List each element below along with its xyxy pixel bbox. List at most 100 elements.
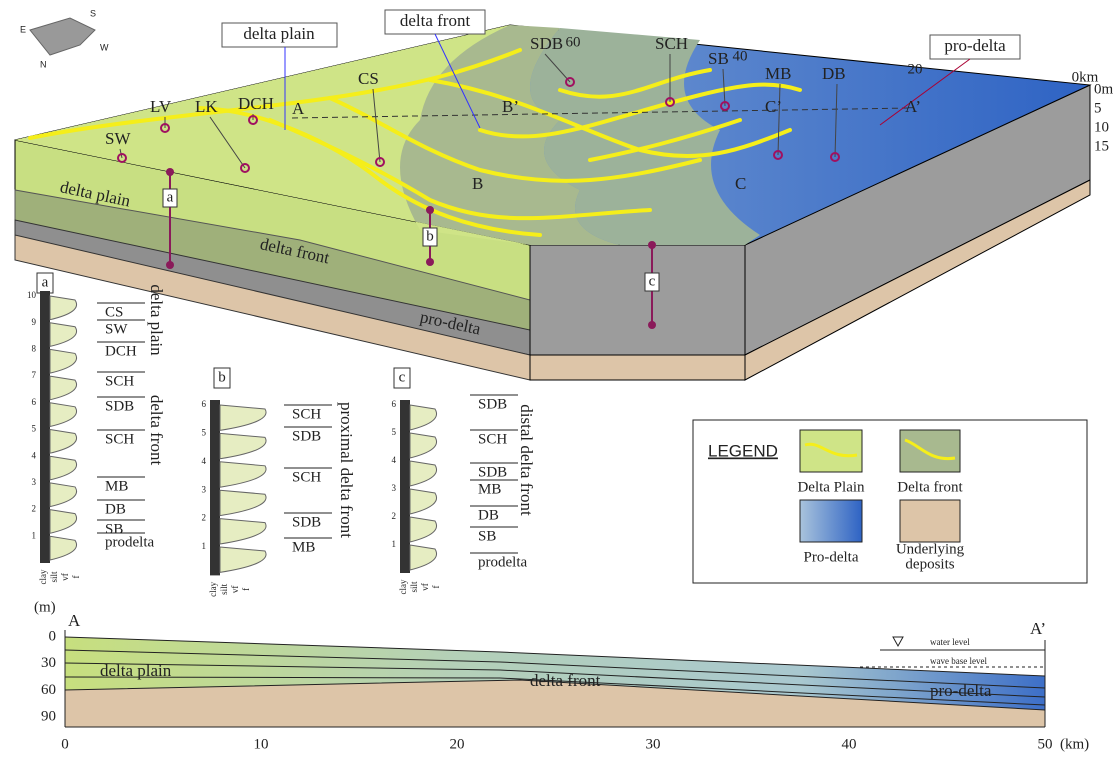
- grain-label: silt: [49, 571, 59, 583]
- x-tick-label: 0: [61, 736, 69, 752]
- log-bed: [410, 489, 437, 514]
- depth-label: 10: [1094, 119, 1109, 135]
- unit-label: SB: [478, 528, 496, 544]
- log-depth: 3: [392, 483, 397, 493]
- unit-label: SW: [105, 321, 128, 337]
- log-depth: 7: [32, 370, 37, 380]
- y-tick-label: 60: [41, 682, 56, 698]
- x-tick-label: 10: [254, 736, 269, 752]
- feature-label: SB: [708, 49, 729, 68]
- log-depth: 6: [392, 399, 397, 409]
- figure: delta plain delta front pro-delta E S N …: [0, 0, 1120, 757]
- log-bed: [50, 296, 77, 320]
- log-depth: 6: [32, 397, 37, 407]
- log-depth: 1: [202, 541, 207, 551]
- log-depth: 2: [202, 513, 207, 523]
- grain-label: vf: [230, 586, 240, 594]
- log-depth: 5: [32, 424, 37, 434]
- feature-label: CS: [358, 69, 379, 88]
- feature-label: LV: [150, 97, 172, 116]
- log-depth: 5: [202, 427, 207, 437]
- log-bed: [410, 461, 437, 486]
- grain-label: clay: [38, 569, 48, 584]
- compass-label: W: [100, 42, 109, 52]
- well-label: a: [167, 189, 174, 205]
- log-bed: [50, 510, 77, 534]
- log-column: [40, 291, 50, 563]
- section-start: A: [68, 611, 81, 630]
- unit-label: prodelta: [478, 554, 527, 570]
- zone-label: delta front: [530, 671, 601, 690]
- log-bed: [50, 456, 77, 480]
- legend: LEGEND: [693, 420, 1087, 583]
- depth-label: 15: [1094, 138, 1109, 154]
- section-label: C: [735, 174, 746, 193]
- unit-label: SCH: [478, 431, 507, 447]
- facies-label: delta front: [147, 395, 166, 466]
- grain-label: silt: [219, 583, 229, 595]
- log-bed: [220, 462, 266, 487]
- log-bed: [50, 483, 77, 507]
- log-bed: [410, 405, 437, 430]
- log-column: [400, 400, 410, 573]
- unit-label: SCH: [292, 406, 321, 422]
- depth-label: 5: [1094, 100, 1102, 116]
- legend-label: Pro-delta: [804, 549, 859, 565]
- x-tick-label: 20: [450, 736, 465, 752]
- unit-label: MB: [292, 539, 315, 555]
- distance-label: 40: [733, 48, 748, 64]
- well-label: c: [649, 273, 656, 289]
- unit-label: DB: [478, 507, 499, 523]
- unit-label: SCH: [105, 431, 134, 447]
- grain-label: f: [431, 586, 441, 589]
- grain-label: clay: [398, 579, 408, 594]
- feature-label: DB: [822, 64, 846, 83]
- distance-label: 60: [566, 34, 581, 50]
- grain-label: silt: [409, 581, 419, 593]
- well-end: [648, 321, 656, 329]
- log-bed: [50, 536, 77, 560]
- log-depth: 3: [32, 477, 37, 487]
- log-id: a: [42, 274, 49, 290]
- legend-label: deposits: [905, 556, 954, 572]
- zone-label: delta plain: [100, 661, 172, 680]
- x-unit: (km): [1060, 736, 1089, 752]
- unit-label: MB: [105, 478, 128, 494]
- unit-label: SDB: [292, 428, 321, 444]
- section-label: B: [472, 174, 483, 193]
- unit-label: SDB: [478, 396, 507, 412]
- grain-label: vf: [60, 573, 70, 581]
- log-depth: 8: [32, 343, 37, 353]
- y-tick-label: 30: [41, 655, 56, 671]
- log-column: [210, 400, 220, 575]
- well-end: [426, 206, 434, 214]
- well-end: [166, 261, 174, 269]
- log-id: b: [218, 369, 226, 385]
- legend-label: Delta front: [897, 479, 963, 495]
- well-end: [648, 241, 656, 249]
- log-id: c: [399, 369, 406, 385]
- unit-label: SDB: [105, 398, 134, 414]
- log-bed: [410, 433, 437, 458]
- well-end: [166, 168, 174, 176]
- feature-label: DCH: [238, 94, 274, 113]
- unit-label: SCH: [292, 469, 321, 485]
- callout: delta plain: [243, 24, 315, 43]
- distance-label: 20: [908, 61, 923, 77]
- log-depth: 4: [32, 450, 37, 460]
- unit-label: SDB: [292, 514, 321, 530]
- log-bed: [50, 430, 77, 454]
- facies-label: distal delta front: [517, 404, 536, 516]
- log-depth: 1: [32, 530, 37, 540]
- y-tick-label: 90: [41, 709, 56, 725]
- log-bed: [220, 490, 266, 515]
- unit-label: prodelta: [105, 534, 154, 550]
- log-depth: 6: [202, 399, 207, 409]
- unit-label: DCH: [105, 343, 137, 359]
- grain-label: f: [71, 576, 81, 579]
- water-level: water level: [930, 637, 970, 647]
- log-bed: [50, 376, 77, 400]
- log-bed: [220, 547, 266, 572]
- compass-label: N: [40, 59, 47, 69]
- log-depth: 10: [27, 290, 37, 300]
